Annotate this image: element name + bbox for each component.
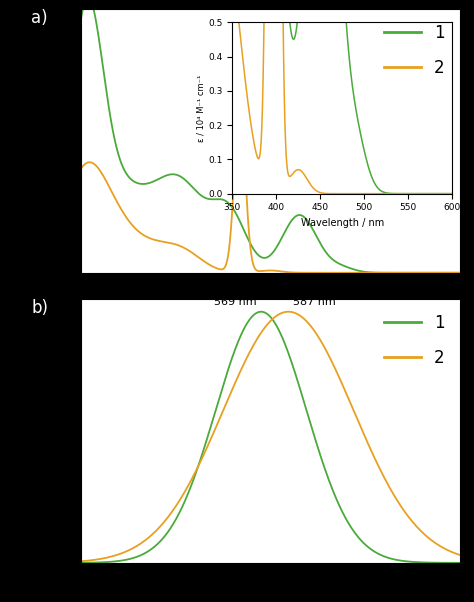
X-axis label: Wavelength / nm: Wavelength / nm (217, 588, 323, 601)
Y-axis label: Normalized Intensity: Normalized Intensity (37, 373, 47, 489)
Legend: 1, 2: 1, 2 (377, 308, 451, 373)
Text: b): b) (31, 299, 48, 317)
Legend: 1, 2: 1, 2 (377, 17, 451, 83)
Text: 569 nm: 569 nm (214, 297, 256, 306)
Text: a): a) (31, 9, 48, 27)
Text: 587 nm: 587 nm (293, 297, 336, 306)
X-axis label: Wavelength / nm: Wavelength / nm (217, 298, 323, 311)
Y-axis label: ε / 10⁴ M⁻¹ cm⁻¹: ε / 10⁴ M⁻¹ cm⁻¹ (48, 96, 58, 186)
